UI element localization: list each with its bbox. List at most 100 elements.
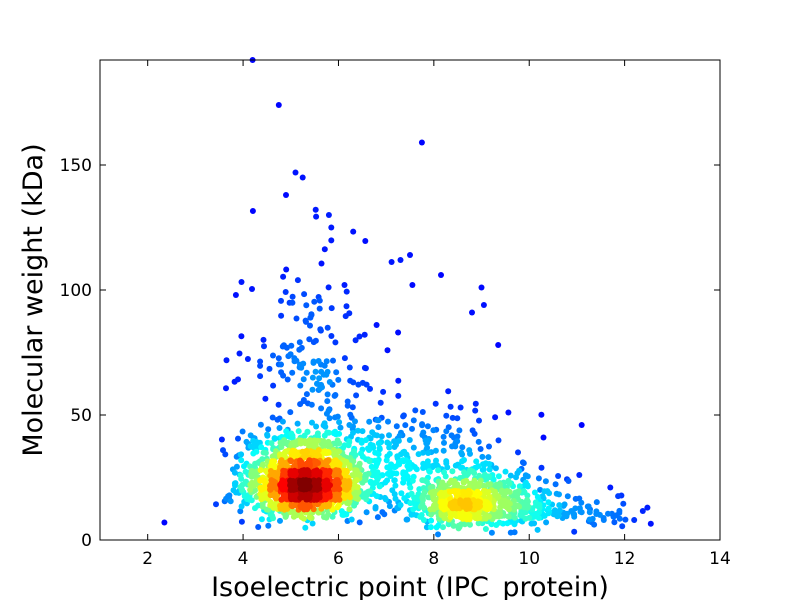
data-point <box>505 409 512 416</box>
data-point <box>271 435 278 442</box>
data-point <box>384 439 391 446</box>
data-point <box>323 410 330 417</box>
data-point <box>400 413 407 420</box>
data-point <box>352 337 359 344</box>
data-point <box>478 284 485 291</box>
data-point <box>264 432 271 439</box>
data-point <box>315 358 322 364</box>
data-point <box>326 379 333 385</box>
data-point <box>324 391 331 398</box>
data-point <box>622 516 629 523</box>
data-point <box>331 429 337 436</box>
data-point <box>336 430 343 437</box>
data-point <box>578 422 585 428</box>
data-point <box>325 448 332 455</box>
data-point <box>296 339 303 346</box>
data-point <box>306 336 313 343</box>
data-point <box>435 467 442 474</box>
data-point <box>247 486 254 493</box>
data-point <box>532 499 539 506</box>
data-point <box>312 368 319 375</box>
data-point <box>289 293 296 300</box>
data-point <box>375 440 382 447</box>
data-point <box>279 418 286 425</box>
data-point <box>321 246 328 253</box>
data-point <box>424 423 431 430</box>
data-point <box>466 447 473 454</box>
data-point <box>443 428 450 435</box>
data-point <box>325 284 332 291</box>
data-point <box>314 501 321 508</box>
data-point <box>324 398 331 405</box>
data-point <box>300 397 307 403</box>
data-point <box>315 477 322 484</box>
data-point <box>456 427 463 434</box>
data-point <box>498 489 505 496</box>
data-point <box>220 447 226 454</box>
data-point <box>497 499 504 506</box>
data-point <box>348 516 355 523</box>
data-point <box>502 468 509 475</box>
data-point <box>287 351 294 358</box>
data-point <box>294 420 301 427</box>
data-point <box>344 402 351 409</box>
data-point <box>270 478 276 485</box>
data-point <box>301 291 308 298</box>
data-point <box>451 478 458 485</box>
data-point <box>426 468 433 475</box>
data-point <box>276 425 283 431</box>
data-point <box>375 424 382 431</box>
y-tick-label: 0 <box>81 531 92 551</box>
data-point <box>295 428 302 435</box>
data-point <box>257 358 264 365</box>
data-point <box>334 479 341 486</box>
data-point <box>525 503 532 510</box>
data-point <box>556 507 563 514</box>
data-point <box>327 482 333 489</box>
data-point <box>480 302 487 308</box>
data-point <box>255 524 262 530</box>
data-point <box>407 500 414 507</box>
data-point <box>593 508 600 515</box>
data-point <box>293 357 300 364</box>
data-point <box>616 507 623 514</box>
data-point <box>321 502 328 509</box>
data-point <box>316 469 323 476</box>
data-point <box>600 517 607 523</box>
data-point <box>433 524 440 531</box>
data-point <box>311 437 318 444</box>
data-point <box>317 326 324 333</box>
data-point <box>381 494 388 501</box>
data-point <box>486 466 493 473</box>
data-point <box>306 458 313 465</box>
data-point <box>452 487 459 494</box>
data-point <box>356 333 363 340</box>
data-point <box>284 505 291 512</box>
data-point <box>248 467 255 474</box>
data-point <box>249 286 255 292</box>
data-point <box>367 385 373 392</box>
data-point <box>230 487 237 494</box>
data-point <box>443 458 450 465</box>
data-point <box>326 415 333 422</box>
data-point <box>161 519 168 526</box>
data-point <box>265 426 272 433</box>
data-point <box>465 470 471 477</box>
data-point <box>362 365 369 372</box>
data-point <box>415 451 422 458</box>
data-point <box>269 414 276 421</box>
data-point <box>505 513 512 520</box>
data-point <box>492 414 499 421</box>
data-point <box>550 509 557 516</box>
data-point <box>275 355 282 362</box>
data-point <box>321 420 328 427</box>
data-point <box>306 437 313 444</box>
data-point <box>365 445 371 452</box>
data-point <box>454 438 461 445</box>
data-point <box>385 418 391 425</box>
data-point <box>495 342 502 348</box>
data-point <box>295 452 301 459</box>
data-point <box>298 514 305 521</box>
data-point <box>395 392 402 399</box>
data-point <box>297 477 304 484</box>
